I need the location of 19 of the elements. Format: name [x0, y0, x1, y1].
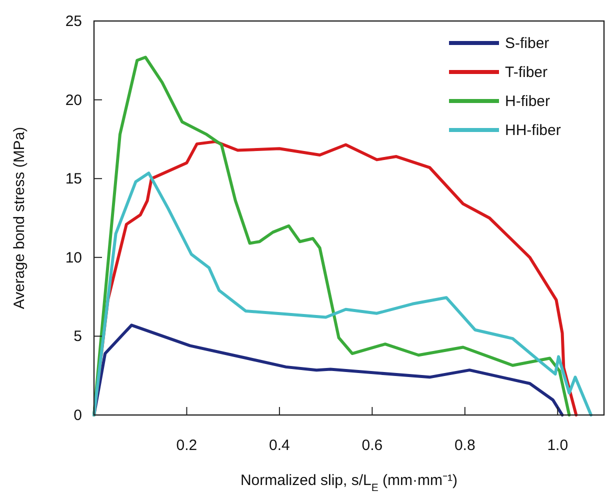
y-tick-label: 25: [65, 13, 82, 30]
legend-label: T-fiber: [505, 64, 548, 81]
y-tick-label: 10: [65, 249, 82, 266]
y-tick-label: 20: [65, 92, 82, 109]
y-axis-title: Average bond stress (MPa): [11, 126, 28, 310]
y-tick-label: 5: [74, 328, 82, 346]
line-series: [92, 324, 564, 416]
x-tick-label: 0.8: [454, 437, 476, 454]
x-tick-label: 0.4: [269, 437, 290, 454]
y-tick-label: 0: [74, 407, 82, 424]
x-tick-label: 1.0: [547, 437, 568, 454]
y-tick-label: 15: [65, 170, 82, 188]
x-axis-title: Normalized slip, s/L$_{E}$ (mm·mm⁻¹): [240, 472, 458, 494]
x-tick-label: 0.2: [176, 437, 198, 454]
legend-label: S-fiber: [505, 35, 550, 52]
x-tick-label: 0.6: [362, 437, 383, 454]
line-series: [92, 56, 571, 416]
legend-label: H-fiber: [505, 93, 550, 110]
legend-label: HH-fiber: [505, 122, 561, 139]
